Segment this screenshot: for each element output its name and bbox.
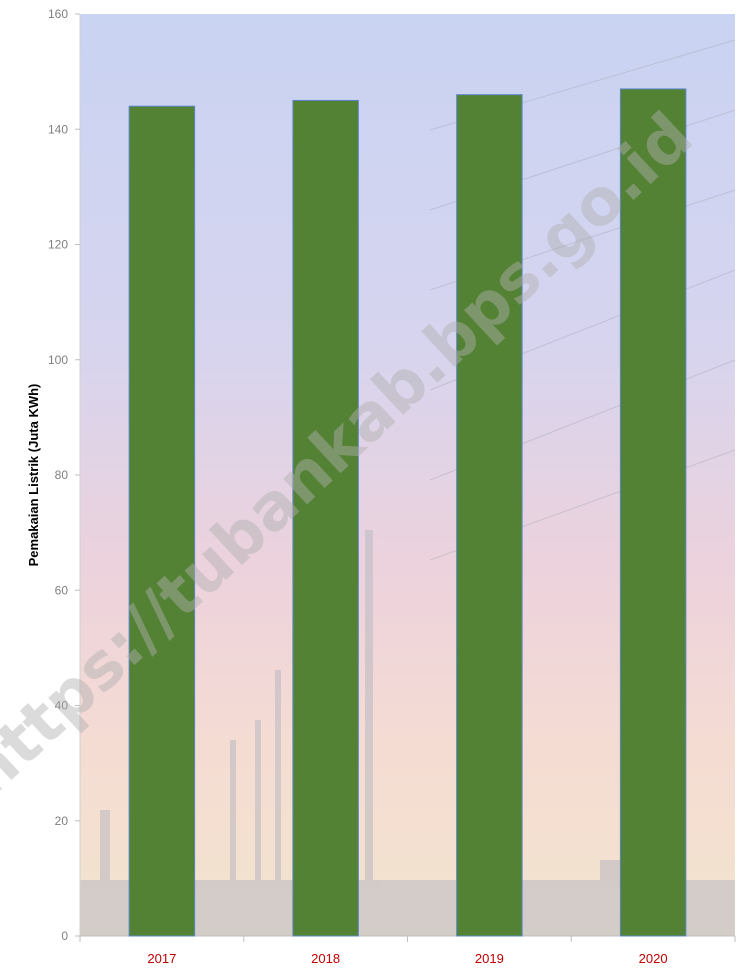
y-tick-label: 80 xyxy=(55,468,69,482)
category-label-2019: 2019 xyxy=(475,951,504,966)
category-label-2018: 2018 xyxy=(311,951,340,966)
y-axis-label: Pemakaian Listrik (Juta KWh) xyxy=(26,384,41,567)
bar-2018 xyxy=(292,99,359,937)
bar-2020 xyxy=(619,88,687,937)
y-tick-label: 120 xyxy=(48,238,68,252)
y-tick-label: 100 xyxy=(48,353,68,367)
y-tick-label: 140 xyxy=(48,122,68,136)
y-axis-ticks: 0 20 40 60 80 100 120 140 160 xyxy=(48,7,80,943)
y-tick-label: 60 xyxy=(55,583,69,597)
category-label-2020: 2020 xyxy=(639,951,668,966)
y-tick-label: 0 xyxy=(61,929,68,943)
bar-2019 xyxy=(456,94,523,937)
category-labels: 2017 2018 2019 2020 xyxy=(147,951,667,966)
category-label-2017: 2017 xyxy=(147,951,176,966)
y-tick-label: 20 xyxy=(55,814,69,828)
bars xyxy=(128,88,687,937)
x-axis-ticks xyxy=(79,936,736,942)
y-tick-label: 40 xyxy=(55,699,69,713)
y-tick-label: 160 xyxy=(48,7,68,21)
bar-2017 xyxy=(128,105,196,937)
